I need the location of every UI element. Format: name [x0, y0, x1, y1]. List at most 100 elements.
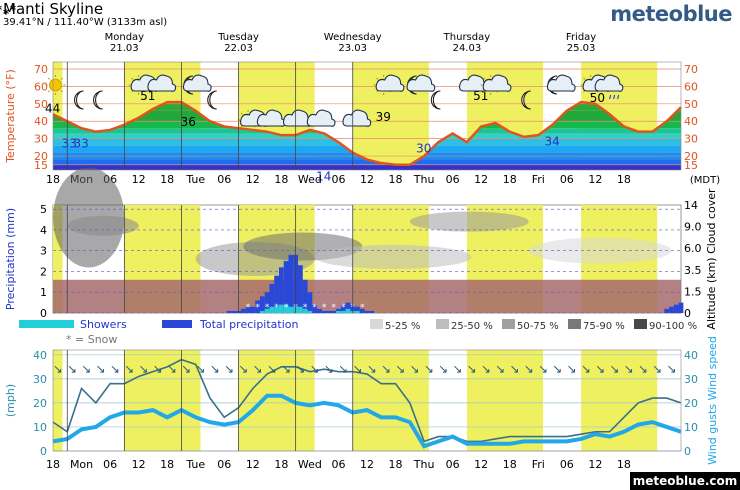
precip-shower-bar — [278, 304, 284, 313]
precip-total-bar — [355, 306, 360, 313]
precip-total-bar — [673, 304, 679, 313]
wind-direction-icon: ↘ — [367, 362, 377, 376]
time-axis-tick: 12 — [588, 173, 602, 186]
moon-icon — [93, 90, 103, 110]
snow-flake-icon: * — [0, 3, 2, 17]
wind-tick-left: 20 — [33, 397, 47, 410]
wind-direction-icon: ↘ — [352, 362, 362, 376]
wind-direction-icon: ↘ — [324, 362, 334, 376]
precip-shower-bar — [288, 306, 294, 313]
snow-marker: * — [322, 303, 327, 313]
cloud-icon — [342, 109, 372, 127]
temp-tick-right: 20 — [684, 150, 698, 163]
snow-marker: * — [284, 303, 289, 313]
precip-tick-left: 5 — [40, 203, 47, 216]
weather-moon-cloud-icon — [406, 74, 436, 95]
wind-tick-left: 0 — [40, 445, 47, 458]
rain-drop-icon — [609, 94, 612, 100]
time-axis-tick: 18 — [160, 173, 174, 186]
wind-direction-icon: ↘ — [638, 362, 648, 376]
wind-direction-icon: ↘ — [567, 362, 577, 376]
sun-ray-icon — [240, 112, 243, 115]
wind-direction-icon: ↘ — [124, 362, 134, 376]
sun-ray-icon — [131, 77, 134, 80]
showers-legend-swatch — [19, 320, 74, 328]
precip-shower-bar — [298, 306, 303, 313]
precip-shower-bar — [340, 310, 346, 313]
time-axis-tick: 18 — [389, 458, 403, 471]
cloud-legend-swatch — [502, 319, 515, 329]
time-axis-tick: 18 — [503, 458, 517, 471]
snow-marker: * — [341, 303, 346, 313]
precip-tick-left: 3 — [40, 245, 47, 258]
cloud-cover-blob — [314, 244, 472, 269]
precip-total-bar — [250, 306, 256, 313]
precip-shower-bar — [259, 310, 265, 313]
footer-brand[interactable]: meteoblue.com — [630, 472, 740, 490]
altitude-tick-right: 6.0 — [684, 242, 702, 255]
time-axis-tick: Fri — [532, 173, 545, 186]
snow-flake-icon: * — [0, 3, 2, 17]
cloud-icon — [546, 74, 576, 92]
wind-direction-icon: ↘ — [338, 362, 348, 376]
precip-total-bar — [321, 310, 327, 313]
time-axis-tick: 18 — [389, 173, 403, 186]
wind-direction-icon: ↘ — [410, 362, 420, 376]
precip-total-bar — [288, 254, 294, 313]
temperature-line — [52, 100, 682, 167]
snow-flake-icon: * — [3, 7, 9, 21]
day-date-label: 21.03 — [110, 43, 139, 54]
wind-direction-icon: ↘ — [238, 362, 248, 376]
wind-direction-icon: ↘ — [267, 362, 277, 376]
wind-direction-icon: ↘ — [96, 362, 106, 376]
day-date-label: 24.03 — [453, 43, 482, 54]
time-axis-tick: 18 — [46, 173, 60, 186]
temp-tick-right: 60 — [684, 80, 698, 93]
temp-tick-right: 70 — [684, 63, 698, 76]
temp-tick-right: 40 — [684, 115, 698, 128]
precip-total-bar — [364, 310, 370, 313]
precip-shower-bar — [264, 308, 270, 313]
time-axis-tick: 18 — [274, 173, 288, 186]
precip-total-bar — [340, 304, 346, 313]
wind-tick-left: 40 — [33, 349, 47, 362]
wind-direction-icon: ↘ — [81, 362, 91, 376]
moon-icon — [430, 90, 441, 110]
wind-frame — [52, 349, 682, 452]
precip-total-bar — [274, 275, 279, 313]
altitude-tick-right: 1.5 — [684, 285, 702, 298]
temp-value-label: 50 — [590, 91, 605, 105]
temp-value-label: 44 — [45, 101, 60, 115]
sun-ray-icon — [60, 90, 63, 93]
weather-moon-icon — [430, 90, 441, 110]
snow-flake-icon: * — [3, 7, 9, 21]
temp-band — [53, 164, 681, 170]
temp-tick-left: 50 — [34, 98, 48, 111]
wind-direction-icon: ↘ — [467, 362, 477, 376]
time-axis-tick: 12 — [474, 173, 488, 186]
temp-value-label: 14 — [316, 170, 331, 184]
day-date-label: 22.03 — [224, 43, 253, 54]
weather-cloud-icon — [147, 74, 177, 92]
temp-value-label: 34 — [545, 135, 560, 149]
sun-ray-icon — [60, 77, 63, 80]
precip-total-bar — [269, 283, 275, 313]
cloud-icon — [306, 109, 336, 127]
time-axis-tick: 12 — [588, 458, 602, 471]
precip-tick-left: 0 — [40, 307, 47, 320]
day-name-label: Thursday — [443, 32, 491, 43]
altitude-tick-right: 14 — [684, 199, 698, 212]
temp-value-label: 33 — [74, 136, 89, 150]
wind-direction-icon: ↘ — [552, 362, 562, 376]
time-axis-tick: 18 — [160, 458, 174, 471]
wind-direction-icon: ↘ — [424, 362, 434, 376]
time-axis-tick: 12 — [246, 458, 260, 471]
moon-icon — [207, 90, 217, 110]
wind-speed-line — [52, 393, 682, 449]
temp-tick-left: 30 — [34, 133, 48, 146]
rain-drop-icon — [613, 94, 616, 100]
precip-total-bar — [345, 302, 351, 313]
daylight-band — [53, 350, 63, 451]
altitude-axis-label: Altitude (km) Cloud cover — [705, 188, 718, 330]
wind-direction-icon: ↘ — [381, 362, 391, 376]
